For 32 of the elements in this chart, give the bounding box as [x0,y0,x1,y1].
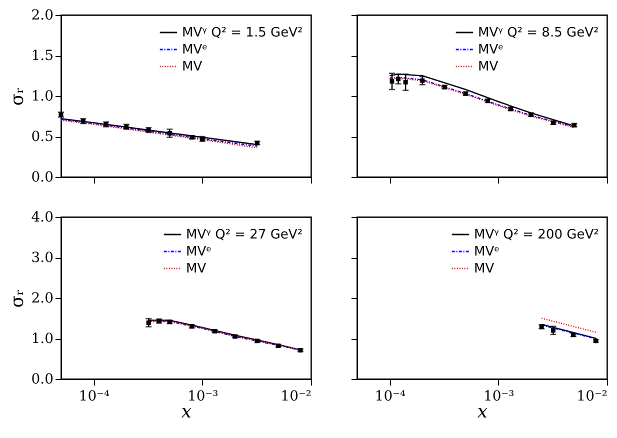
y-tick-label: 0.5 [31,129,54,145]
legend-label: MVᵞ Q² = 200 GeV² [474,228,599,242]
x-axis-title: x [181,402,192,422]
y-tick-label: 1.0 [31,331,54,347]
y-tick-label: 1.5 [31,48,54,64]
legend-label: MV [478,60,498,74]
x-tick-label: 10⁻⁴ [78,388,110,404]
y-tick-label: 0.0 [31,170,54,186]
y-axis-title: σᵣ [7,289,28,308]
legend-label: MV [186,262,206,276]
legend-label: MVᵞ Q² = 8.5 GeV² [478,26,599,40]
y-tick-label: 3.0 [31,250,54,266]
legend-label: MVᵉ [186,244,212,260]
y-axis-title: σᵣ [7,87,28,106]
legend-label: MVᵉ [478,42,504,58]
legend-label: MVᵞ Q² = 1.5 GeV² [182,26,303,40]
legend-label: MV [182,60,202,74]
x-tick-label: 10⁻⁴ [374,388,406,404]
x-tick-label: 10⁻² [280,388,312,404]
y-tick-label: 0.0 [31,372,54,388]
legend-label: MVᵉ [182,42,208,58]
legend-label: MV [474,262,494,276]
y-tick-label: 4.0 [31,210,54,226]
legend-label: MVᵞ Q² = 27 GeV² [186,228,303,242]
y-tick-label: 1.0 [31,88,54,104]
x-axis-title: x [477,402,488,422]
x-tick-label: 10⁻³ [187,388,218,404]
legend-label: MVᵉ [474,244,500,260]
x-tick-label: 10⁻³ [483,388,514,404]
y-tick-label: 2.0 [31,8,54,24]
y-tick-label: 2.0 [31,290,54,306]
x-tick-label: 10⁻² [576,388,608,404]
